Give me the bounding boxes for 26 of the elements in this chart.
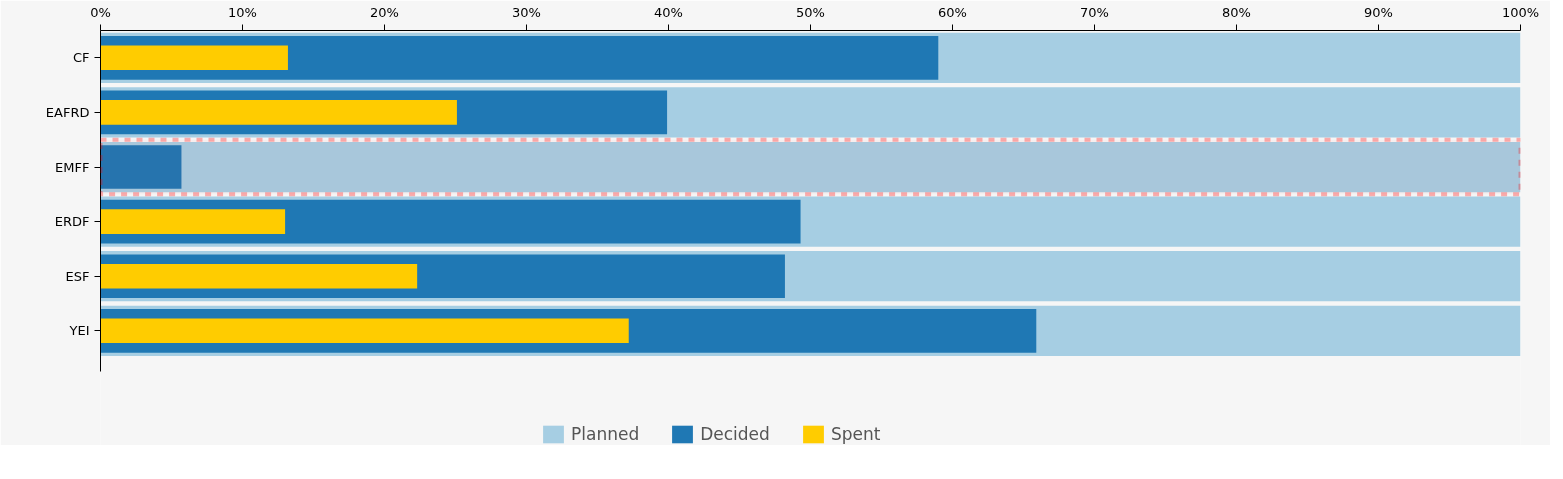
bar xyxy=(100,45,288,71)
x-tick-label: 50% xyxy=(796,4,825,20)
x-tick-label: 100% xyxy=(1501,4,1540,20)
y-tick-label: YEI xyxy=(68,323,90,339)
bar xyxy=(100,145,182,189)
x-tick-label: 0% xyxy=(90,4,111,20)
y-tick-label: ERDF xyxy=(54,214,90,230)
x-tick-label: 60% xyxy=(938,4,967,20)
legend-label: Planned xyxy=(571,424,640,444)
x-tick-label: 70% xyxy=(1080,4,1109,20)
x-tick-label: 10% xyxy=(228,4,257,20)
bar xyxy=(100,263,418,289)
y-tick-label: EMFF xyxy=(55,159,90,175)
bar xyxy=(100,100,457,125)
y-tick-label: ESF xyxy=(65,268,90,284)
bar xyxy=(100,318,629,344)
x-tick-label: 20% xyxy=(370,4,399,20)
x-tick-label: 40% xyxy=(654,4,683,20)
legend-label: Decided xyxy=(700,424,770,444)
y-tick-label: CF xyxy=(72,50,90,66)
x-tick-label: 80% xyxy=(1222,4,1251,20)
x-tick-label: 90% xyxy=(1364,4,1393,20)
x-tick-label: 30% xyxy=(512,4,541,20)
legend-label: Spent xyxy=(830,424,881,444)
y-tick-label: EAFRD xyxy=(45,104,90,120)
bar xyxy=(100,209,286,234)
